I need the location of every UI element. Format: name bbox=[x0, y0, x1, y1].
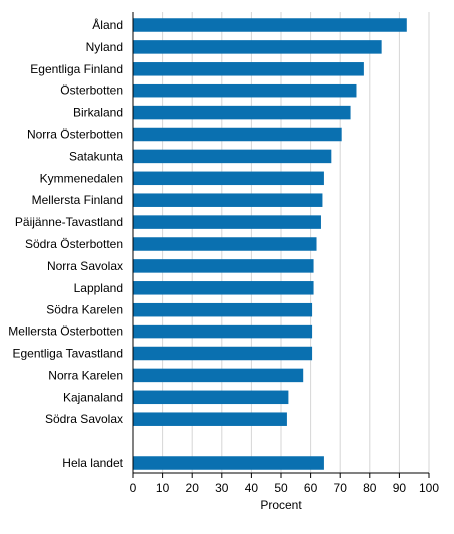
category-label-4: Birkaland bbox=[73, 106, 123, 120]
bar-12 bbox=[133, 281, 314, 295]
bars bbox=[133, 18, 407, 470]
bar-10 bbox=[133, 237, 317, 251]
x-axis: 0 10 20 30 40 50 60 70 80 90 100 bbox=[130, 12, 439, 495]
bar-9 bbox=[133, 215, 321, 229]
category-label-11: Norra Savolax bbox=[47, 259, 123, 273]
bar-5 bbox=[133, 127, 342, 142]
category-label-17: Kajanaland bbox=[63, 390, 123, 404]
category-label-1: Nyland bbox=[86, 40, 123, 54]
x-axis-title: Procent bbox=[260, 498, 302, 512]
bar-2 bbox=[133, 62, 364, 76]
category-label-12: Lappland bbox=[74, 281, 123, 295]
category-label-6: Satakunta bbox=[69, 149, 123, 163]
bar-11 bbox=[133, 259, 314, 273]
bar-15 bbox=[133, 346, 313, 361]
category-label-7: Kymmenedalen bbox=[40, 171, 123, 185]
x-tick-label-40: 40 bbox=[245, 481, 259, 495]
category-label-19: Hela landet bbox=[62, 456, 123, 470]
bar-7 bbox=[133, 171, 324, 186]
x-tick-label-50: 50 bbox=[274, 481, 288, 495]
category-label-16: Norra Karelen bbox=[48, 368, 123, 382]
x-tick-label-20: 20 bbox=[186, 481, 200, 495]
bar-8 bbox=[133, 193, 323, 207]
category-label-15: Egentliga Tavastland bbox=[12, 347, 123, 361]
x-tick-label-10: 10 bbox=[156, 481, 170, 495]
bar-3 bbox=[133, 83, 357, 98]
bar-16 bbox=[133, 368, 304, 383]
category-label-9: Päijänne-Tavastland bbox=[15, 215, 123, 229]
category-label-18: Södra Savolax bbox=[45, 412, 123, 426]
x-tick-label-30: 30 bbox=[215, 481, 229, 495]
category-labels: Åland Nyland Egentliga Finland Österbotten B… bbox=[8, 17, 123, 470]
x-tick-label-60: 60 bbox=[304, 481, 318, 495]
bar-19 bbox=[133, 456, 324, 470]
x-tick-label-70: 70 bbox=[334, 481, 348, 495]
category-label-14: Mellersta Österbotten bbox=[8, 325, 123, 339]
bar-1 bbox=[133, 40, 382, 54]
bar-6 bbox=[133, 149, 332, 164]
category-label-8: Mellersta Finland bbox=[32, 193, 123, 207]
x-tick-label-90: 90 bbox=[393, 481, 407, 495]
x-tick-label-100: 100 bbox=[419, 481, 439, 495]
x-tick-label-0: 0 bbox=[130, 481, 137, 495]
category-label-10: Södra Österbotten bbox=[25, 237, 123, 251]
x-tick-label-80: 80 bbox=[363, 481, 377, 495]
bar-0 bbox=[133, 18, 407, 32]
category-label-2: Egentliga Finland bbox=[30, 62, 123, 76]
category-label-3: Österbotten bbox=[60, 84, 123, 98]
category-label-5: Norra Österbotten bbox=[27, 128, 123, 142]
bar-14 bbox=[133, 324, 313, 339]
bar-4 bbox=[133, 105, 351, 120]
category-label-0: Åland bbox=[92, 17, 123, 32]
category-label-13: Södra Karelen bbox=[46, 303, 123, 317]
bar-13 bbox=[133, 302, 313, 317]
bar-17 bbox=[133, 390, 289, 405]
bar-18 bbox=[133, 412, 287, 426]
